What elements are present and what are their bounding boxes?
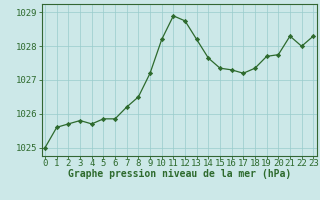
X-axis label: Graphe pression niveau de la mer (hPa): Graphe pression niveau de la mer (hPa) bbox=[68, 169, 291, 179]
